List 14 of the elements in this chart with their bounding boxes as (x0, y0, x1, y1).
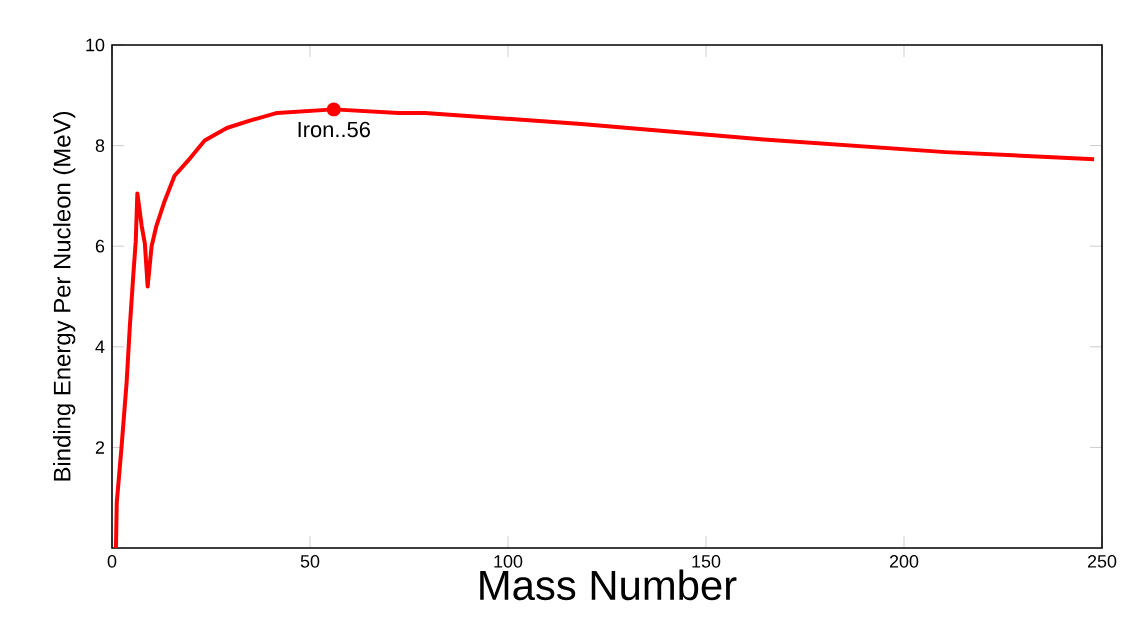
x-tick-label: 150 (692, 555, 721, 568)
x-tick-label: 100 (494, 555, 523, 568)
x-tick-label: 250 (1087, 555, 1117, 568)
y-tick-label: 8 (95, 139, 105, 152)
y-tick-label: 6 (95, 239, 105, 253)
y-tick-label: 2 (95, 441, 105, 454)
y-tick-label: 10 (86, 38, 105, 52)
x-tick-label: 0 (107, 555, 117, 568)
x-axis-title: Mass Number (480, 569, 737, 601)
y-axis-title: Binding Energy Per Nucleon (MeV) (53, 112, 76, 481)
annotation: Iron..56 (298, 121, 370, 138)
x-tick-label: 50 (300, 555, 320, 568)
x-tick-label: 200 (889, 555, 919, 568)
y-tick-label: 4 (95, 340, 105, 353)
